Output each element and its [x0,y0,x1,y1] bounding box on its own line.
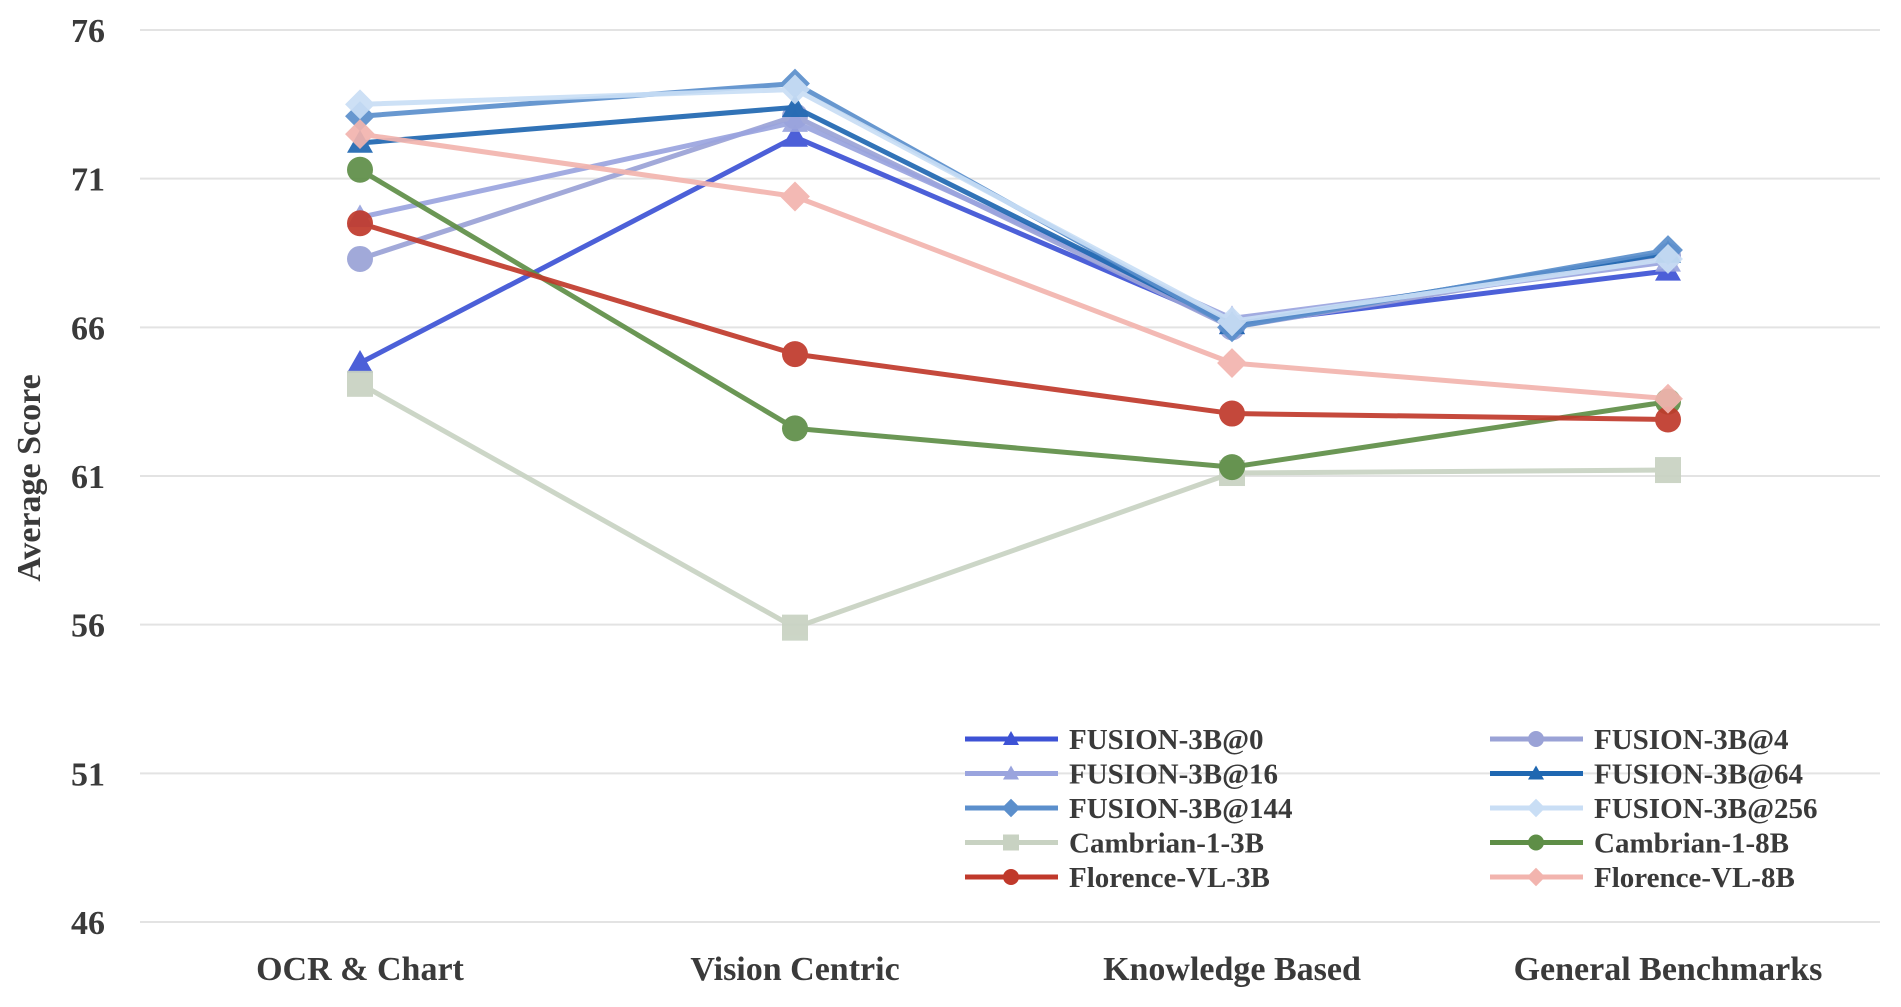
legend-label: FUSION-3B@144 [1069,793,1293,825]
data-point [347,370,373,397]
legend-label: FUSION-3B@16 [1069,759,1278,791]
data-point [347,156,373,183]
y-tick-label: 46 [71,905,105,942]
legend-swatch-marker [1003,731,1019,745]
data-point [782,124,808,147]
series-line [357,381,1671,631]
legend-item: Florence-VL-3B [965,862,1270,894]
data-point [1217,306,1247,337]
x-tick-label: Vision Centric [690,951,899,988]
data-point [1219,454,1245,481]
data-point [780,74,810,105]
legend-label: FUSION-3B@4 [1594,724,1789,756]
data-point [782,415,808,442]
data-point [1655,406,1681,433]
x-axis-ticks: OCR & Chart Vision Centric Knowledge Based… [256,951,1822,988]
legend-swatch-marker [1003,834,1019,851]
series-line [357,220,1671,423]
series-Florence-VL-3B [347,210,1681,433]
x-tick-label: OCR & Chart [256,951,464,988]
data-point [347,210,373,237]
legend-label: Cambrian-1-3B [1069,828,1264,860]
legend-swatch-marker [1528,765,1544,780]
series-line [357,134,1671,366]
data-point [1219,400,1245,427]
legend-label: Cambrian-1-8B [1594,828,1789,860]
legend-item: FUSION-3B@64 [1490,759,1803,791]
series [345,68,1683,641]
legend-item: Cambrian-1-3B [965,828,1264,860]
legend-label: Florence-VL-8B [1594,862,1795,894]
series-line [357,131,1671,402]
legend-item: Florence-VL-8B [1490,862,1795,894]
series-line [357,167,1671,470]
data-point [1217,348,1247,378]
y-tick-label: 56 [71,608,105,645]
y-tick-label: 66 [71,310,105,347]
data-point [347,350,373,373]
data-point [780,181,810,212]
legend-swatch-marker [1528,834,1544,851]
y-tick-label: 76 [71,13,105,50]
series-FUSION-3B@256 [345,74,1683,337]
y-tick-label: 61 [71,459,105,496]
legend-swatch-marker [1528,731,1544,747]
x-tick-label: Knowledge Based [1103,951,1361,988]
legend-item: FUSION-3B@4 [1490,724,1789,756]
y-tick-label: 71 [71,162,105,199]
series-Cambrian-1-3B [347,370,1681,641]
data-point [782,109,808,132]
data-point [345,89,375,120]
legend-label: FUSION-3B@0 [1069,724,1264,756]
legend-swatch-marker [1003,765,1019,780]
legend-item: FUSION-3B@16 [965,759,1278,791]
legend-item: Cambrian-1-8B [1490,828,1789,860]
data-point [782,94,808,118]
x-tick-label: General Benchmarks [1514,951,1823,988]
legend-swatch-marker [1526,867,1546,887]
legend-swatch-marker [1526,798,1546,818]
data-point [347,245,373,272]
y-axis-ticks: 46 51 56 61 66 71 76 [71,13,105,942]
legend-label: FUSION-3B@64 [1594,759,1803,791]
data-point [782,614,808,641]
legend-item: FUSION-3B@144 [965,793,1293,825]
series-line [357,104,1671,327]
legend-swatch-marker [1001,798,1021,818]
series-FUSION-3B@64 [347,94,1681,335]
series-Florence-VL-8B [345,119,1683,414]
legend-label: Florence-VL-3B [1069,862,1270,894]
data-point [1655,457,1681,484]
legend-item: FUSION-3B@0 [965,724,1264,756]
legend-item: FUSION-3B@256 [1490,793,1818,825]
y-tick-label: 51 [71,756,105,793]
data-point [1653,243,1683,274]
data-point [1653,383,1683,414]
y-axis-label: Average Score [11,374,48,581]
data-point [782,341,808,368]
data-point [345,119,375,150]
series-line [357,86,1671,324]
legend-swatch-marker [1003,869,1019,885]
legend-label: FUSION-3B@256 [1594,793,1818,825]
